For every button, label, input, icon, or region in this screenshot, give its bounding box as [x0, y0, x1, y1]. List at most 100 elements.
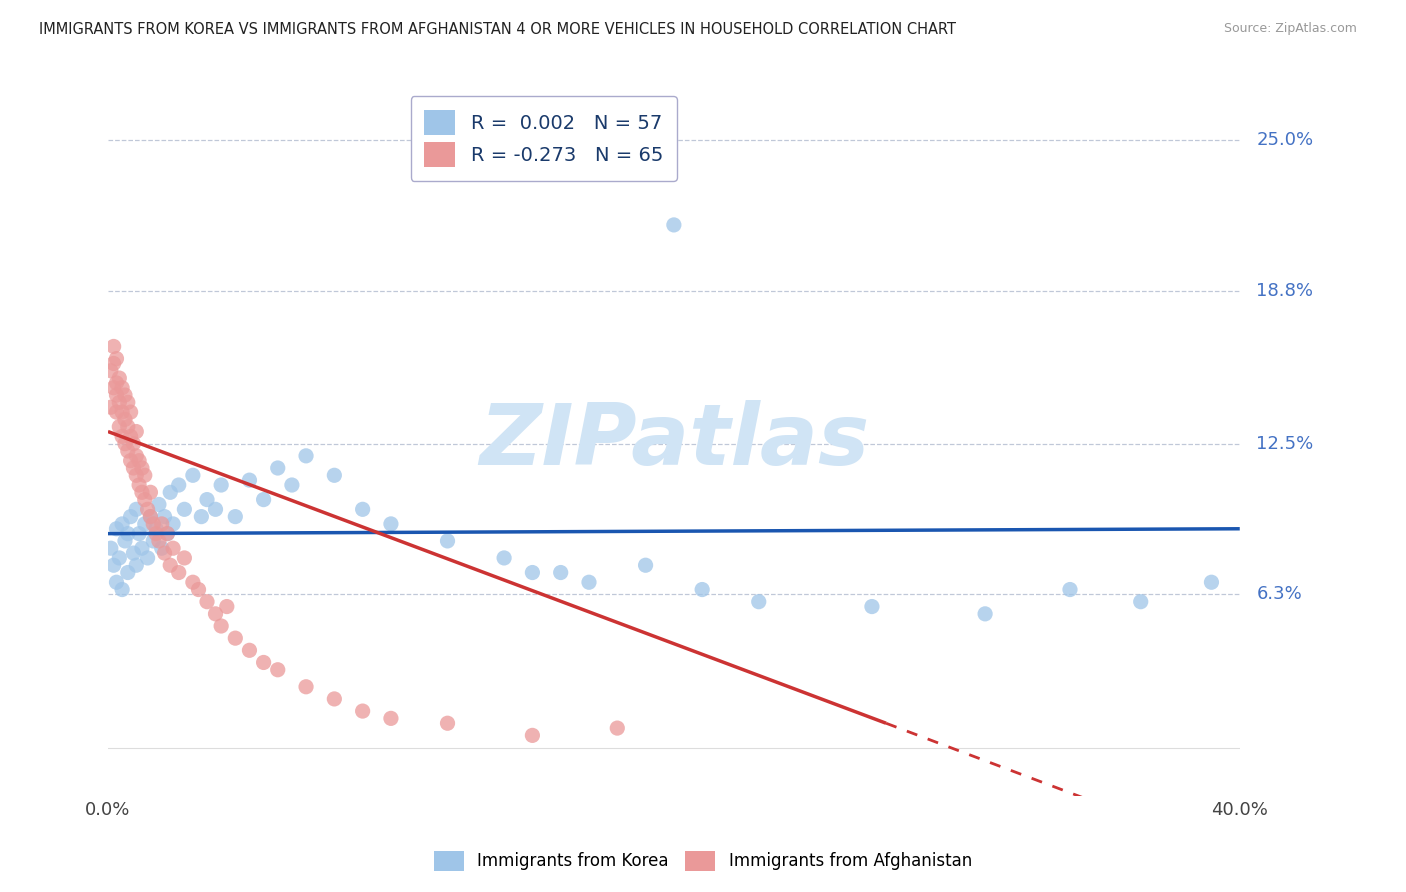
Text: IMMIGRANTS FROM KOREA VS IMMIGRANTS FROM AFGHANISTAN 4 OR MORE VEHICLES IN HOUSE: IMMIGRANTS FROM KOREA VS IMMIGRANTS FROM… — [39, 22, 956, 37]
Point — [156, 526, 179, 541]
Point — [117, 419, 139, 434]
Point — [181, 468, 204, 483]
Point — [108, 550, 131, 565]
Point — [100, 541, 122, 556]
Point — [128, 526, 150, 541]
Point — [105, 522, 128, 536]
Point — [380, 711, 402, 725]
Point — [224, 631, 246, 645]
Point — [195, 595, 218, 609]
Point — [295, 449, 318, 463]
Point — [494, 550, 516, 565]
Point — [117, 526, 139, 541]
Point — [120, 509, 142, 524]
Point — [148, 533, 170, 548]
Point — [105, 405, 128, 419]
Point — [139, 509, 162, 524]
Point — [136, 550, 159, 565]
Point — [136, 502, 159, 516]
Point — [352, 704, 374, 718]
Point — [252, 656, 274, 670]
Point — [148, 498, 170, 512]
Text: 25.0%: 25.0% — [1257, 131, 1313, 149]
Point — [267, 461, 290, 475]
Point — [114, 388, 136, 402]
Point — [352, 502, 374, 516]
Point — [323, 468, 346, 483]
Point — [120, 429, 142, 443]
Point — [209, 478, 232, 492]
Point — [436, 716, 458, 731]
Point — [108, 419, 131, 434]
Point — [134, 516, 156, 531]
Point — [295, 680, 318, 694]
Point — [195, 492, 218, 507]
Point — [974, 607, 997, 621]
Point — [436, 533, 458, 548]
Point — [117, 566, 139, 580]
Point — [150, 516, 173, 531]
Point — [122, 461, 145, 475]
Point — [181, 575, 204, 590]
Point — [159, 485, 181, 500]
Point — [153, 509, 176, 524]
Point — [125, 425, 148, 439]
Point — [187, 582, 209, 597]
Point — [105, 351, 128, 366]
Point — [131, 485, 153, 500]
Point — [238, 473, 260, 487]
Point — [111, 381, 134, 395]
Point — [522, 566, 544, 580]
Point — [105, 575, 128, 590]
Point — [117, 395, 139, 409]
Point — [103, 381, 125, 395]
Point — [114, 533, 136, 548]
Point — [125, 558, 148, 573]
Point — [125, 449, 148, 463]
Point — [120, 405, 142, 419]
Legend: Immigrants from Korea, Immigrants from Afghanistan: Immigrants from Korea, Immigrants from A… — [426, 842, 980, 880]
Point — [662, 218, 685, 232]
Point — [142, 533, 165, 548]
Point — [122, 546, 145, 560]
Point — [105, 376, 128, 390]
Point — [108, 395, 131, 409]
Point — [103, 356, 125, 370]
Point — [162, 516, 184, 531]
Point — [105, 388, 128, 402]
Point — [103, 558, 125, 573]
Point — [162, 541, 184, 556]
Point — [204, 607, 226, 621]
Point — [128, 453, 150, 467]
Point — [1201, 575, 1223, 590]
Point — [204, 502, 226, 516]
Point — [134, 492, 156, 507]
Point — [145, 522, 167, 536]
Point — [323, 692, 346, 706]
Point — [173, 502, 195, 516]
Text: ZIPatlas: ZIPatlas — [479, 400, 869, 483]
Point — [128, 478, 150, 492]
Point — [131, 461, 153, 475]
Point — [125, 468, 148, 483]
Point — [111, 429, 134, 443]
Point — [114, 412, 136, 426]
Text: 18.8%: 18.8% — [1257, 282, 1313, 300]
Point — [139, 485, 162, 500]
Point — [134, 468, 156, 483]
Point — [190, 509, 212, 524]
Point — [1129, 595, 1152, 609]
Point — [139, 509, 162, 524]
Point — [550, 566, 572, 580]
Point — [167, 566, 190, 580]
Point — [125, 502, 148, 516]
Point — [252, 492, 274, 507]
Point — [748, 595, 770, 609]
Point — [145, 526, 167, 541]
Point — [131, 541, 153, 556]
Point — [120, 453, 142, 467]
Point — [606, 721, 628, 735]
Point — [114, 436, 136, 450]
Point — [111, 582, 134, 597]
Point — [108, 371, 131, 385]
